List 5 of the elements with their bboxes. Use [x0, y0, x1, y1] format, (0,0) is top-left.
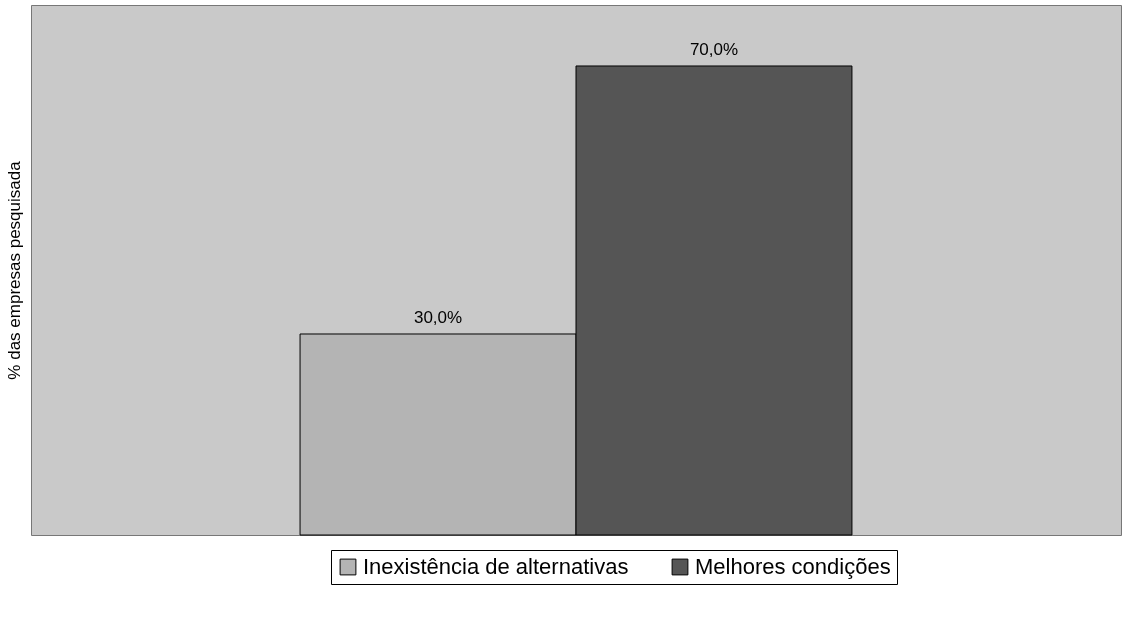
- legend-label: Melhores condições: [695, 554, 891, 579]
- data-label: 30,0%: [413, 307, 463, 327]
- y-axis-title: % das empresas pesquisada: [4, 160, 24, 380]
- data-label: 70,0%: [689, 39, 739, 59]
- legend-label: Inexistência de alternativas: [363, 554, 629, 579]
